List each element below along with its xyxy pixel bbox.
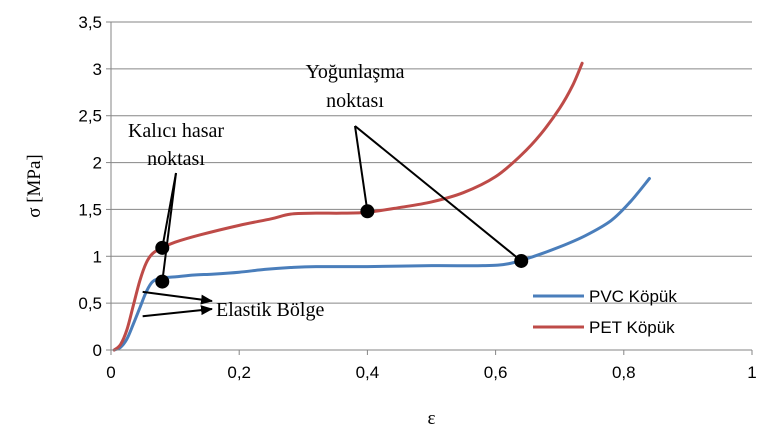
annotation-leader <box>354 125 369 212</box>
annotation-text: Yoğunlaşma <box>305 61 404 83</box>
x-tick-label: 1 <box>747 363 756 382</box>
tick-labels: 0 0,5 1 1,5 2 2,5 3 3,5 0 0,2 0,4 0,6 0,8 1 <box>78 13 756 382</box>
annotation-text: noktası <box>326 90 384 112</box>
gridlines <box>111 21 752 304</box>
x-axis-label: ε <box>428 408 436 429</box>
annotation-arrow <box>142 305 213 318</box>
y-tick-label: 1 <box>93 247 102 266</box>
point-marker <box>514 253 529 268</box>
legend-label-0: PVC Köpük <box>589 287 677 306</box>
y-tick-label: 0 <box>93 341 102 360</box>
annotation-text: Kalıcı hasar <box>128 120 224 142</box>
y-axis-label: σ [MPa] <box>24 154 45 218</box>
x-tick-label: 0,2 <box>227 363 251 382</box>
annotation-leader <box>354 125 522 262</box>
y-tick-label: 1,5 <box>78 200 102 219</box>
annotation-arrow <box>142 290 213 305</box>
legend-label-1: PET Köpük <box>589 318 675 337</box>
series-line-1 <box>112 61 584 352</box>
x-tick-label: 0 <box>106 363 115 382</box>
y-tick-label: 3 <box>93 60 102 79</box>
annotations: Kalıcı hasar noktası Yoğunlaşma noktası Elas… <box>128 61 529 321</box>
legend[interactable]: PVC Köpük PET Köpük <box>533 287 677 337</box>
series-line-0 <box>112 177 651 352</box>
y-tick-label: 3,5 <box>78 13 102 32</box>
point-marker <box>155 240 170 255</box>
point-marker <box>360 204 375 219</box>
series-lines <box>112 61 651 352</box>
x-tick-label: 0,8 <box>612 363 636 382</box>
annotation-text: noktası <box>147 148 205 170</box>
annotation-leader <box>161 172 177 282</box>
x-tick-label: 0,6 <box>484 363 508 382</box>
point-marker <box>155 274 170 289</box>
y-tick-label: 2 <box>93 154 102 173</box>
y-tick-label: 2,5 <box>78 107 102 126</box>
y-tick-label: 0,5 <box>78 294 102 313</box>
axes <box>106 21 753 355</box>
x-tick-label: 0,4 <box>356 363 380 382</box>
annotation-text: Elastik Bölge <box>216 299 324 321</box>
